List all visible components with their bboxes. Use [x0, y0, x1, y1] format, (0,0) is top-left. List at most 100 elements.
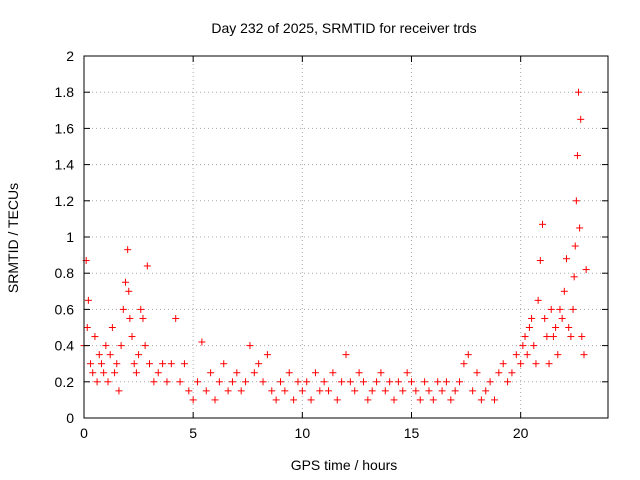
y-tick-label: 0.6 — [55, 301, 75, 317]
plot-frame — [83, 55, 609, 419]
data-point — [150, 378, 158, 386]
data-point — [91, 333, 99, 341]
data-point — [154, 369, 162, 377]
data-point — [146, 360, 153, 368]
data-point — [333, 396, 341, 404]
data-point — [185, 387, 193, 395]
data-point — [576, 224, 584, 232]
y-tick-label: 0.4 — [55, 338, 75, 354]
data-point — [104, 378, 112, 386]
data-point — [83, 324, 91, 331]
data-point — [237, 387, 245, 395]
data-point — [277, 378, 284, 386]
data-point — [198, 338, 206, 346]
data-point — [512, 351, 520, 359]
data-point — [224, 387, 232, 395]
x-tick-label: 10 — [295, 425, 311, 441]
y-tick-label: 2 — [66, 48, 74, 64]
data-point — [272, 396, 280, 404]
data-point — [119, 305, 127, 313]
data-point — [307, 396, 315, 404]
data-point — [525, 324, 533, 331]
data-point — [167, 360, 175, 368]
data-point — [132, 369, 140, 377]
data-point — [228, 378, 236, 386]
data-point — [373, 378, 381, 386]
data-point — [125, 287, 133, 295]
data-point — [519, 342, 527, 350]
data-point — [451, 387, 459, 395]
data-point — [499, 360, 507, 368]
data-point — [556, 305, 564, 313]
data-point — [211, 396, 219, 404]
x-tick-label: 5 — [189, 425, 197, 441]
data-point — [95, 351, 103, 359]
data-point — [558, 314, 566, 322]
data-point — [528, 314, 536, 322]
data-point — [495, 369, 503, 377]
data-point — [416, 396, 424, 404]
data-point — [381, 387, 389, 395]
data-point — [113, 360, 121, 368]
data-point — [355, 369, 363, 377]
data-point — [108, 324, 116, 331]
data-point — [486, 378, 494, 386]
data-point — [438, 387, 446, 395]
data-point — [447, 396, 455, 404]
data-point — [351, 387, 359, 395]
x-tick-label: 20 — [513, 425, 529, 441]
data-point — [582, 266, 590, 274]
data-point — [121, 278, 129, 286]
data-point — [106, 351, 114, 359]
data-point — [325, 387, 333, 395]
data-point — [368, 387, 376, 395]
data-point — [202, 387, 210, 395]
data-point — [303, 378, 311, 386]
data-point — [242, 378, 250, 386]
data-point — [84, 296, 92, 304]
data-point — [545, 360, 553, 368]
data-point — [316, 387, 324, 395]
data-point — [543, 333, 551, 341]
data-point — [135, 351, 143, 359]
data-point — [311, 369, 319, 377]
y-tick-label: 1.6 — [55, 120, 75, 136]
data-point — [246, 342, 254, 350]
data-point — [408, 378, 415, 386]
data-point — [320, 378, 328, 386]
data-point — [552, 324, 560, 331]
data-point — [126, 314, 134, 322]
data-point — [268, 387, 276, 395]
data-point — [194, 378, 202, 386]
x-axis-label: GPS time / hours — [291, 457, 398, 473]
data-point — [97, 360, 105, 368]
data-point — [577, 115, 585, 123]
data-point — [517, 360, 525, 368]
data-point — [580, 351, 588, 359]
data-point — [549, 333, 557, 341]
data-point — [504, 378, 512, 386]
data-point — [521, 333, 529, 341]
data-point — [569, 305, 577, 313]
data-point — [255, 360, 263, 368]
data-point — [163, 378, 171, 386]
data-point — [93, 378, 101, 386]
data-point — [399, 387, 407, 395]
data-point — [412, 387, 420, 395]
data-point — [541, 314, 549, 322]
data-point — [141, 342, 149, 350]
y-tick-label: 1.4 — [55, 157, 75, 173]
data-point — [570, 273, 578, 281]
data-point — [421, 378, 429, 386]
data-point — [102, 342, 110, 350]
data-point — [176, 378, 184, 386]
data-point — [473, 369, 481, 377]
data-point — [117, 342, 125, 350]
data-point — [364, 396, 372, 404]
y-tick-label: 1.8 — [55, 84, 75, 100]
data-point — [139, 314, 147, 322]
data-point — [442, 378, 450, 386]
data-point — [469, 387, 477, 395]
data-point — [425, 387, 433, 395]
y-tick-label: 0.8 — [55, 265, 75, 281]
